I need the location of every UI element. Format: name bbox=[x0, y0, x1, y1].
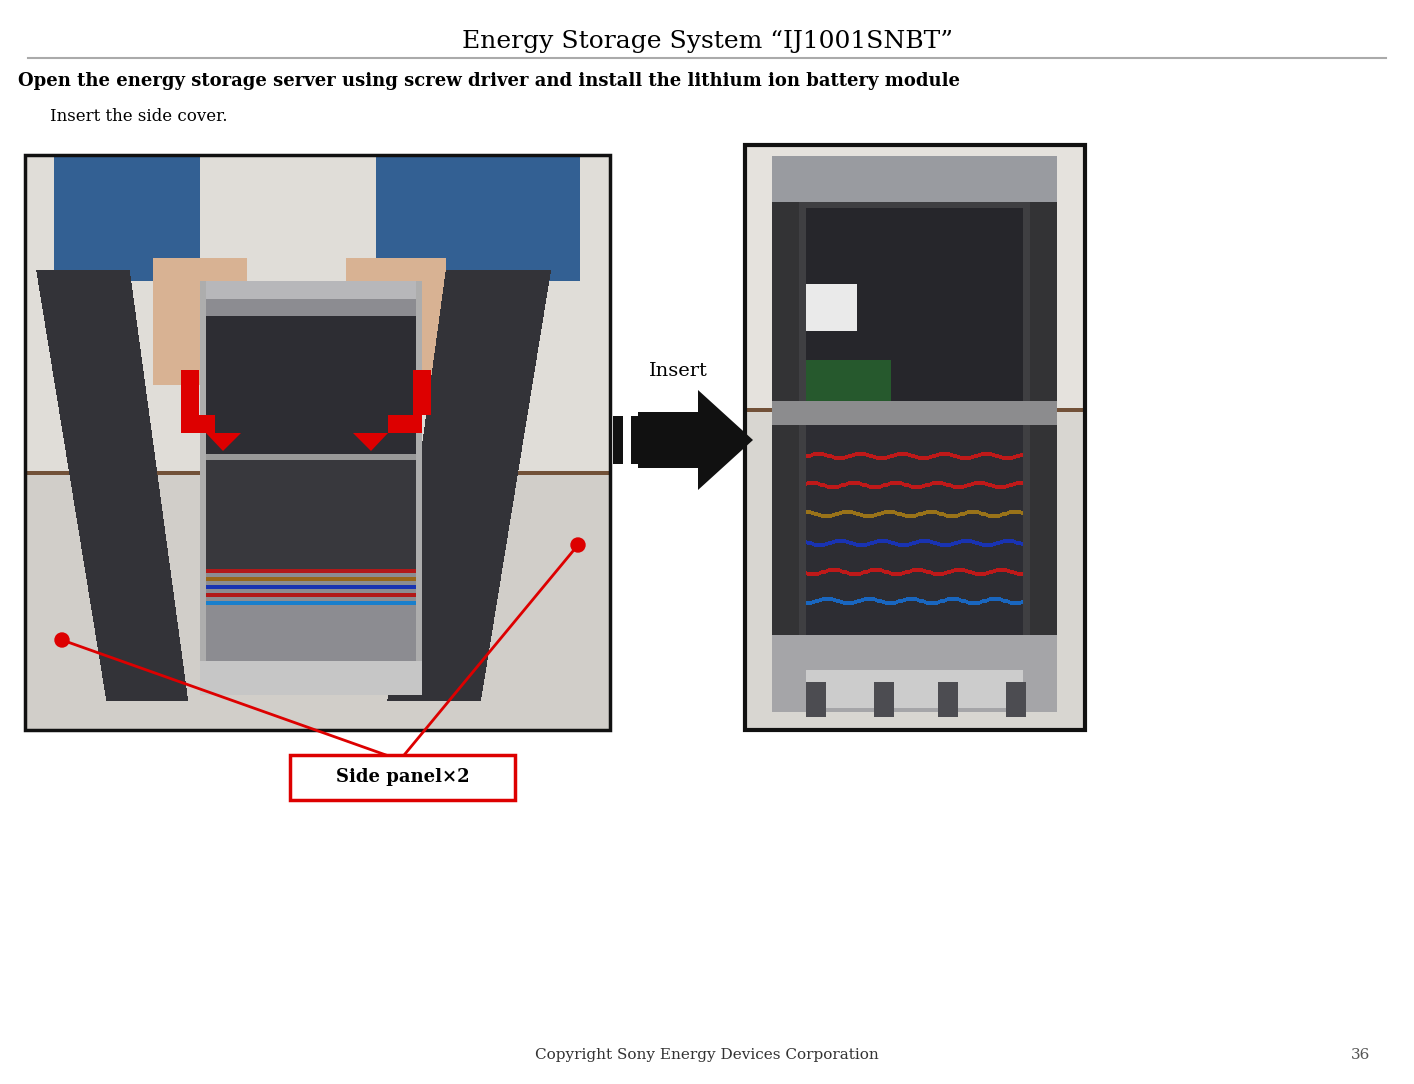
Bar bbox=[413, 370, 431, 415]
Text: Insert: Insert bbox=[649, 362, 707, 380]
Bar bbox=[745, 145, 1085, 730]
Bar bbox=[290, 754, 515, 800]
Bar bbox=[25, 155, 609, 730]
Text: Insert the side cover.: Insert the side cover. bbox=[49, 108, 228, 125]
Bar bbox=[181, 370, 199, 415]
Circle shape bbox=[55, 633, 69, 647]
Text: Energy Storage System “IJ1001SNBT”: Energy Storage System “IJ1001SNBT” bbox=[461, 30, 953, 53]
Text: Open the energy storage server using screw driver and install the lithium ion ba: Open the energy storage server using scr… bbox=[18, 72, 960, 90]
Text: 36: 36 bbox=[1350, 1048, 1370, 1062]
Bar bbox=[181, 415, 215, 433]
Bar bbox=[387, 415, 421, 433]
Circle shape bbox=[571, 538, 585, 552]
Text: Side panel×2: Side panel×2 bbox=[335, 769, 469, 787]
Polygon shape bbox=[206, 433, 240, 451]
Bar bbox=[631, 416, 641, 464]
Text: Copyright Sony Energy Devices Corporation: Copyright Sony Energy Devices Corporatio… bbox=[534, 1048, 880, 1062]
Bar bbox=[614, 416, 624, 464]
Polygon shape bbox=[638, 390, 754, 490]
Polygon shape bbox=[354, 433, 387, 451]
